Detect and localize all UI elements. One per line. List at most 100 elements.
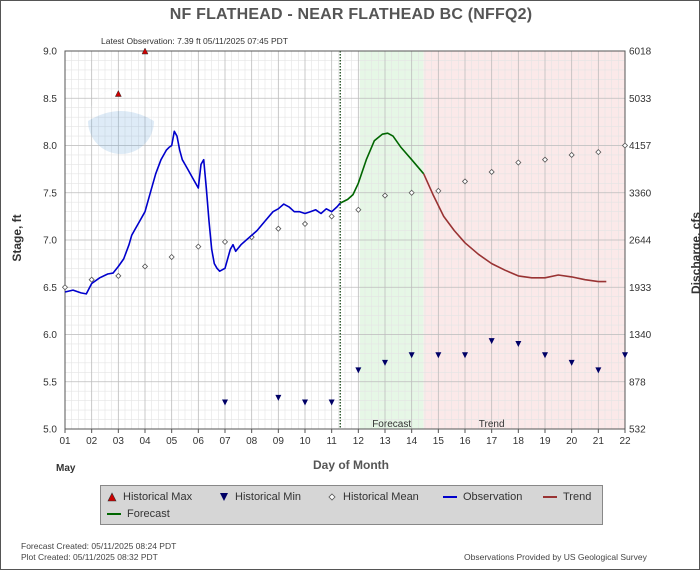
- legend-historical-max: Historical Max: [107, 491, 192, 503]
- diamond-icon: [328, 493, 336, 501]
- trend-region-label: Trend: [479, 419, 505, 430]
- line-swatch-icon: [107, 513, 121, 515]
- logo-bird: [88, 88, 154, 121]
- x-tick-label: 15: [433, 436, 445, 447]
- x-tick-label: 16: [459, 436, 471, 447]
- x-tick-label: 22: [619, 436, 631, 447]
- historical-min-point: [355, 367, 362, 374]
- historical-mean-point: [301, 220, 309, 228]
- legend-label: Trend: [563, 491, 592, 503]
- historical-min-point: [435, 352, 442, 359]
- triangle-down-icon: [220, 493, 228, 501]
- x-tick-label: 09: [273, 436, 285, 447]
- historical-mean-point: [221, 238, 229, 245]
- hydrograph-chart: Forecast Trend 01 02 03 04 05 06 07 08 09 10 11 12 13 1…: [43, 47, 652, 448]
- y-tick-label-discharge: 532: [629, 425, 646, 436]
- historical-mean-point: [595, 149, 602, 156]
- historical-max-point: [114, 89, 122, 97]
- plot-frame: [64, 50, 626, 430]
- y-tick-label-stage: 6.0: [43, 330, 57, 341]
- x-tick-label: 14: [406, 436, 418, 447]
- y-tick-label-discharge: 4157: [629, 141, 652, 152]
- x-tick-label: 13: [379, 436, 391, 447]
- historical-mean-point: [141, 263, 149, 270]
- historical-min-point: [275, 394, 282, 401]
- historical-min-point: [222, 399, 228, 406]
- logo-circle: [88, 88, 154, 154]
- historical-min-point: [302, 399, 308, 406]
- x-tick-label: 05: [166, 436, 178, 447]
- y-axis-label-stage: Stage, ft: [10, 214, 24, 262]
- historical-min-point: [488, 338, 495, 345]
- historical-min-point: [568, 359, 575, 366]
- historical-min-point: [462, 352, 468, 359]
- historical-min-point: [408, 352, 415, 359]
- historical-min-point: [622, 352, 628, 359]
- y-tick-label-discharge: 3360: [629, 188, 652, 199]
- historical-mean-point: [461, 178, 469, 185]
- x-tick-label: 01: [59, 436, 71, 447]
- historical-min-point: [382, 359, 388, 366]
- legend-label: Historical Mean: [343, 491, 419, 503]
- legend-observation: Observation: [443, 491, 522, 503]
- x-tick-label: 19: [539, 436, 551, 447]
- triangle-up-icon: [107, 492, 117, 502]
- historical-mean-point: [488, 168, 495, 176]
- x-tick-label: 21: [593, 436, 605, 447]
- x-tick-label: 06: [193, 436, 205, 447]
- historical-min-point: [542, 352, 548, 359]
- line-swatch-icon: [543, 496, 557, 498]
- series-line-observation: [64, 130, 341, 295]
- y-tick-label-stage: 6.5: [43, 283, 57, 294]
- historical-mean-point: [168, 253, 175, 261]
- historical-mean-point: [408, 189, 415, 196]
- historical-mean-point: [115, 272, 122, 279]
- y-tick-label-discharge: 6018: [629, 47, 652, 58]
- historical-mean-point: [355, 206, 362, 213]
- y-tick-label-stage: 5.0: [43, 425, 57, 436]
- legend-label: Historical Max: [123, 491, 193, 503]
- x-tick-label: 20: [566, 436, 578, 447]
- x-tick-label: 11: [326, 436, 337, 447]
- x-tick-label: 12: [353, 436, 365, 447]
- y-tick-label-discharge: 1340: [629, 330, 652, 341]
- historical-min-point: [328, 399, 335, 406]
- historical-mean-point: [435, 187, 442, 194]
- month-label: May: [56, 463, 76, 474]
- x-tick-label: 10: [299, 436, 311, 447]
- historical-min-point: [515, 340, 522, 347]
- historical-mean-point: [381, 192, 389, 199]
- y-tick-label-stage: 8.0: [43, 141, 57, 152]
- legend-historical-mean: Historical Mean: [327, 491, 419, 503]
- historical-mean-point: [568, 151, 575, 159]
- y-tick-label-stage: 5.5: [43, 377, 57, 388]
- legend-label: Observation: [463, 491, 523, 503]
- legend-forecast: Forecast: [107, 508, 170, 520]
- y-tick-label-discharge: 5033: [629, 94, 652, 105]
- historical-min-point: [595, 367, 602, 374]
- y-tick-label-discharge: 1933: [629, 283, 652, 294]
- historical-max-point: [141, 47, 149, 55]
- y-tick-label-stage: 8.5: [43, 94, 57, 105]
- y-tick-label-stage: 7.0: [43, 236, 57, 247]
- x-tick-label: 08: [246, 436, 258, 447]
- plot-created: Plot Created: 05/11/2025 08:32 PDT: [21, 552, 158, 562]
- y-tick-label-discharge: 878: [629, 377, 646, 388]
- forecast-created: Forecast Created: 05/11/2025 08:24 PDT: [21, 541, 177, 551]
- series-line-forecast: [339, 132, 425, 204]
- x-tick-label: 03: [113, 436, 125, 447]
- y-tick-label-discharge: 2644: [629, 236, 652, 247]
- historical-mean-point: [195, 243, 202, 250]
- legend-label: Forecast: [127, 508, 170, 520]
- latest-observation: Latest Observation: 7.39 ft 05/11/2025 0…: [101, 36, 288, 46]
- legend-historical-min: Historical Min: [219, 491, 301, 503]
- chart-legend: Historical Max Historical Min Historical…: [100, 485, 603, 525]
- x-tick-label: 04: [139, 436, 151, 447]
- series-line-trend: [422, 173, 607, 283]
- forecast-region-label: Forecast: [372, 419, 411, 430]
- chart-title: NF FLATHEAD - NEAR FLATHEAD BC (NFFQ2): [169, 6, 533, 23]
- historical-mean-point: [515, 159, 522, 166]
- legend-trend: Trend: [543, 491, 591, 503]
- historical-mean-point: [328, 213, 335, 220]
